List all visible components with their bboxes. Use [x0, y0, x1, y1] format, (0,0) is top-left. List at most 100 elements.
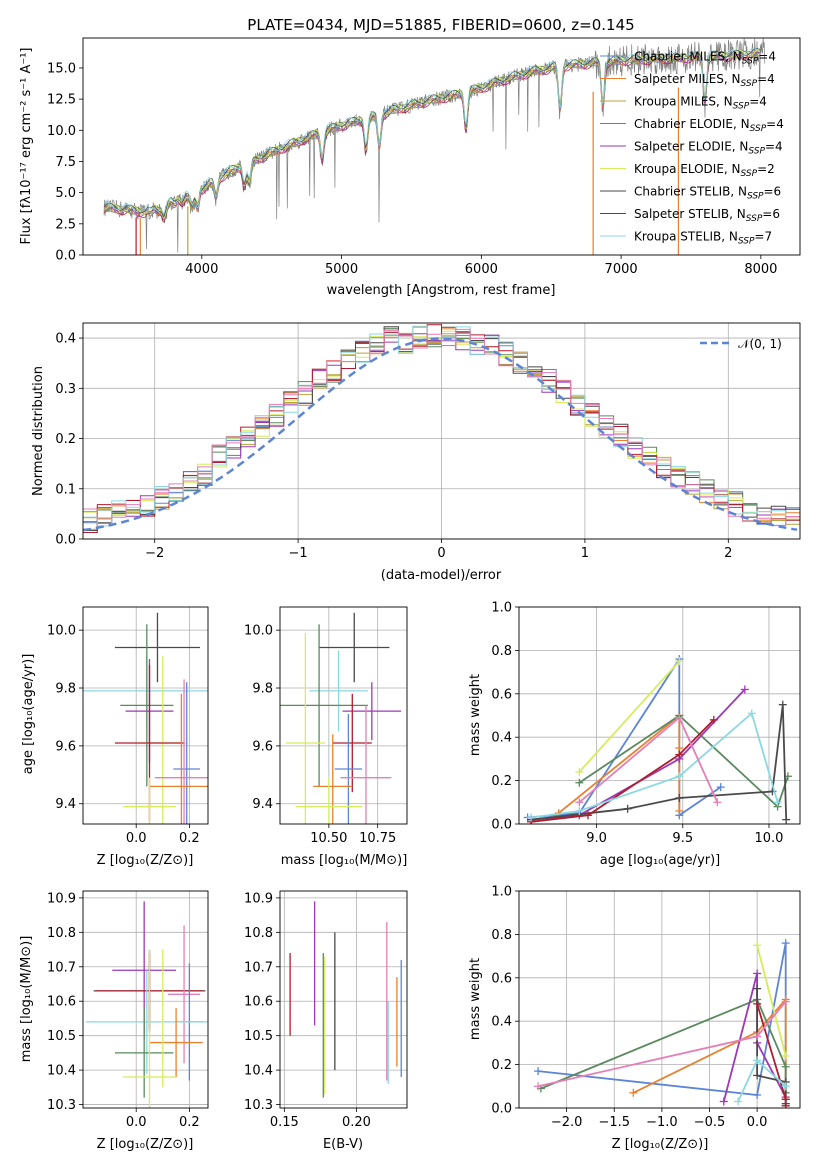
legend-entry: Kroupa ELODIE, NSSP=2	[634, 162, 775, 179]
spectrum-axis-ticks: 4000 5000 6000 7000 8000 0.0 2.5 5.0 7.5 10.0 12.5…	[47, 37, 801, 277]
y-tick-label: 10.9	[47, 891, 76, 906]
y-tick-label: 1.0	[491, 601, 512, 616]
data-layer	[534, 939, 790, 1108]
weight-vs-z-panel: −2.0 −1.5 −1.0 −0.5 0.0 0.0 0.2 0.4 0.6 0.8 1.0 Z …	[468, 885, 801, 1152]
data-layer	[83, 612, 208, 824]
y-tick-label: 0.0	[491, 818, 512, 833]
x-tick-label: 0.0	[126, 1115, 147, 1130]
mass-weight-line	[578, 660, 680, 773]
x-tick-label: 9.0	[586, 831, 607, 846]
residuals-x-label: (data-model)/error	[381, 568, 502, 583]
age-vs-z-y-label: age [log₁₀(age/yr)]	[21, 654, 36, 775]
gaussian-curve	[83, 337, 798, 532]
age-vs-z-x-label: Z [log₁₀(Z/Z⊙)]	[97, 853, 194, 868]
legend-entry: Salpeter ELODIE, NSSP=4	[634, 140, 783, 157]
mass-vs-z-x-label: Z [log₁₀(Z/Z⊙)]	[97, 1137, 194, 1152]
y-tick-label: 10.8	[47, 926, 76, 941]
y-tick-label: 0.0	[491, 1102, 512, 1117]
weight-vs-age-panel: 9.0 9.5 10.0 0.0 0.2 0.4 0.6 0.8 1.0 age [log₁₀(…	[468, 601, 801, 868]
residuals-legend: 𝒩(0, 1)	[700, 337, 782, 351]
x-tick-label: 0.15	[270, 1115, 299, 1130]
weight-vs-z-x-label: Z [log₁₀(Z/Z⊙)]	[612, 1137, 709, 1152]
legend-entry: Chabrier MILES, NSSP=4	[634, 50, 776, 67]
y-tick-label: 7.5	[55, 155, 76, 170]
y-tick-label: 10.4	[47, 1064, 76, 1079]
y-tick-label: 2.5	[55, 217, 76, 232]
mass-vs-ebv-plot-area	[280, 891, 407, 1108]
y-tick-label: 5.0	[55, 186, 76, 201]
y-tick-label: 0.2	[491, 774, 512, 789]
age-vs-mass-panel: 10.50 10.75 9.4 9.6 9.8 10.0 mass [log₁₀(M/M⊙…	[244, 606, 408, 868]
data-layer	[523, 655, 792, 824]
axes-frame	[82, 606, 209, 825]
x-tick-label: −2.0	[551, 1115, 583, 1130]
y-tick-label: 0.0	[55, 533, 76, 548]
x-tick-label: −2	[145, 546, 164, 561]
mass-weight-line	[578, 714, 789, 809]
y-tick-label: 0.0	[55, 249, 76, 264]
residuals-plot-area	[83, 323, 800, 540]
x-tick-label: 5000	[325, 262, 358, 277]
weight-vs-z-axis-ticks: −2.0 −1.5 −1.0 −0.5 0.0 0.0 0.2 0.4 0.6 0.8 1.0	[491, 885, 801, 1130]
axes-frame	[518, 890, 801, 1109]
data-layer	[289, 901, 402, 1098]
x-tick-label: −0.5	[694, 1115, 726, 1130]
y-tick-label: 0.4	[55, 332, 76, 347]
axes-frame	[82, 322, 801, 540]
x-tick-label: 0	[437, 546, 445, 561]
mass-weight-line	[756, 988, 787, 1104]
y-tick-label: 9.8	[55, 682, 76, 697]
weight-vs-z-plot-area	[519, 890, 800, 1109]
y-tick-label: 0.1	[55, 482, 76, 497]
x-tick-label: 9.5	[672, 831, 693, 846]
y-tick-label: 10.7	[244, 960, 273, 975]
data-layer	[280, 612, 402, 824]
axes-frame	[279, 890, 408, 1109]
residuals-y-label: Normed distribution	[31, 366, 46, 496]
legend-entry: 𝒩(0, 1)	[738, 337, 782, 351]
mass-vs-ebv-axis-ticks: 0.15 0.20 10.3 10.4 10.5 10.6 10.7 10.8 10.9	[244, 890, 408, 1130]
spectrum-y-label: Flux [fλ10⁻¹⁷ erg cm⁻² s⁻¹ A⁻¹]	[19, 48, 34, 245]
spectrum-legend: Chabrier MILES, NSSP=4 Salpeter MILES, NS…	[600, 50, 784, 247]
x-tick-label: 0.20	[342, 1115, 371, 1130]
x-tick-label: 0.0	[747, 1115, 768, 1130]
y-tick-label: 10.0	[47, 124, 76, 139]
age-vs-z-panel: 0.0 0.2 9.4 9.6 9.8 10.0 Z [log₁₀(Z/Z⊙)] age …	[21, 606, 209, 868]
age-vs-z-plot-area	[83, 607, 208, 824]
y-tick-label: 10.6	[47, 995, 76, 1010]
age-vs-mass-x-label: mass [log₁₀(M/M⊙)]	[281, 853, 408, 868]
residuals-axis-ticks: −2 −1 0 1 2 0.0 0.1 0.2 0.3 0.4	[55, 322, 801, 561]
y-tick-label: 0.4	[491, 731, 512, 746]
mass-vs-z-y-label: mass [log₁₀(M/M⊙)]	[19, 936, 34, 1063]
y-tick-label: 0.3	[55, 382, 76, 397]
x-tick-label: 2	[724, 546, 732, 561]
legend-entry: Chabrier ELODIE, NSSP=4	[634, 117, 784, 134]
y-tick-label: 15.0	[47, 61, 76, 76]
mass-weight-line	[632, 997, 787, 1100]
y-tick-label: 10.6	[244, 995, 273, 1010]
residuals-panel: −2 −1 0 1 2 0.0 0.1 0.2 0.3 0.4 (data-model)/erro…	[31, 322, 801, 583]
y-tick-label: 10.9	[244, 891, 273, 906]
mass-vs-z-plot-area	[83, 891, 208, 1108]
mass-weight-line	[558, 713, 681, 814]
x-tick-label: 0.2	[179, 1115, 200, 1130]
data-layer	[83, 324, 800, 533]
y-tick-label: 0.8	[491, 644, 512, 659]
axes-frame	[82, 37, 801, 256]
mass-weight-line	[530, 704, 788, 821]
x-tick-label: −1.0	[646, 1115, 678, 1130]
legend-entry: Salpeter MILES, NSSP=4	[634, 72, 775, 89]
legend-entry: Chabrier STELIB, NSSP=6	[634, 185, 781, 202]
y-tick-label: 0.8	[491, 928, 512, 943]
mass-weight-line	[530, 711, 779, 819]
y-tick-label: 9.4	[252, 797, 273, 812]
x-tick-label: 10.75	[359, 831, 396, 846]
y-tick-label: 9.4	[55, 797, 76, 812]
y-tick-label: 10.7	[47, 960, 76, 975]
weight-vs-age-x-label: age [log₁₀(age/yr)]	[600, 853, 721, 868]
y-tick-label: 10.0	[244, 624, 273, 639]
y-tick-label: 10.5	[47, 1029, 76, 1044]
x-tick-label: 8000	[744, 262, 777, 277]
axes-frame	[82, 890, 209, 1109]
x-tick-label: −1.5	[598, 1115, 630, 1130]
